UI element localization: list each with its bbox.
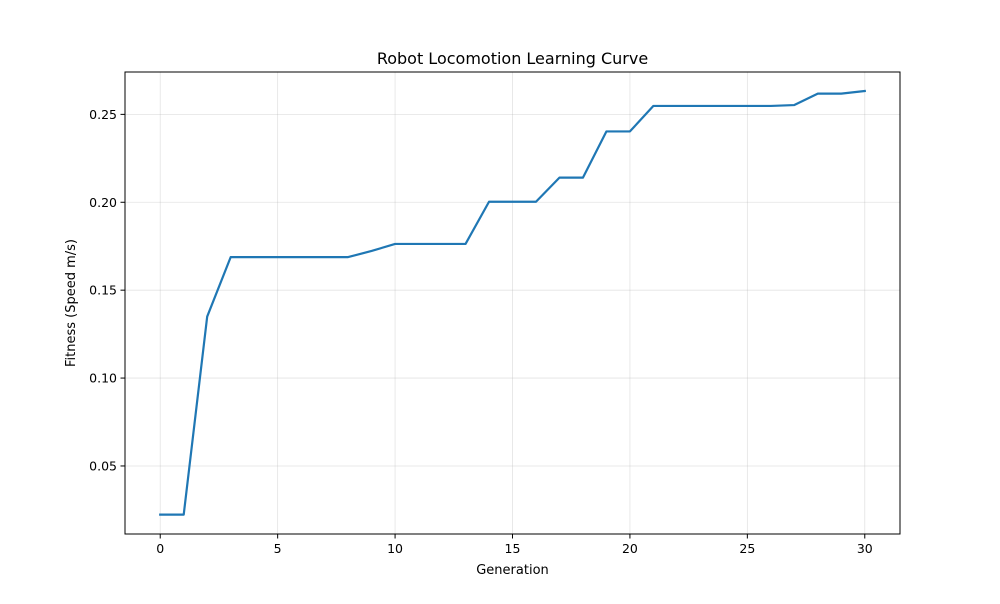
y-tick-label: 0.25	[89, 107, 117, 122]
x-tick-label: 25	[739, 541, 755, 556]
x-tick-label: 10	[387, 541, 403, 556]
data-point	[557, 176, 561, 180]
data-point	[816, 92, 820, 96]
series-line-fitness	[159, 89, 866, 516]
data-point	[628, 129, 632, 133]
data-point	[863, 89, 867, 93]
data-point	[839, 92, 843, 96]
data-point	[581, 176, 585, 180]
data-point	[182, 513, 186, 517]
grid-lines	[125, 72, 900, 534]
x-tick-label: 15	[505, 541, 521, 556]
chart-title: Robot Locomotion Learning Curve	[377, 49, 648, 68]
data-point	[745, 104, 749, 108]
data-point	[158, 513, 162, 517]
data-point	[440, 242, 444, 246]
data-point	[511, 200, 515, 204]
y-tick-label: 0.05	[89, 458, 117, 473]
data-point	[276, 255, 280, 259]
data-point	[769, 104, 773, 108]
data-point	[299, 255, 303, 259]
data-point	[346, 255, 350, 259]
data-point	[464, 242, 468, 246]
data-point	[252, 255, 256, 259]
data-point	[534, 200, 538, 204]
data-point	[675, 104, 679, 108]
x-tick-label: 0	[156, 541, 164, 556]
data-point	[417, 242, 421, 246]
data-point	[698, 104, 702, 108]
x-axis-label: Generation	[476, 563, 549, 578]
data-point	[604, 129, 608, 133]
x-tick-label: 5	[274, 541, 282, 556]
data-point	[651, 104, 655, 108]
data-point	[487, 200, 491, 204]
data-point	[323, 255, 327, 259]
x-tick-label: 30	[857, 541, 873, 556]
y-axis-label: Fitness (Speed m/s)	[64, 239, 79, 367]
data-point	[370, 249, 374, 253]
y-tick-label: 0.15	[89, 283, 117, 298]
data-point	[722, 104, 726, 108]
data-point	[792, 103, 796, 107]
series-layer	[158, 89, 867, 517]
axis-ticks: 0 5 10 15 20 25 30 0.05 0.10 0.15 0.20 0.25	[89, 107, 873, 556]
y-tick-label: 0.20	[89, 195, 117, 210]
x-tick-label: 20	[622, 541, 638, 556]
y-tick-label: 0.10	[89, 371, 117, 386]
data-point	[205, 315, 209, 319]
data-point	[229, 255, 233, 259]
data-point	[393, 242, 397, 246]
